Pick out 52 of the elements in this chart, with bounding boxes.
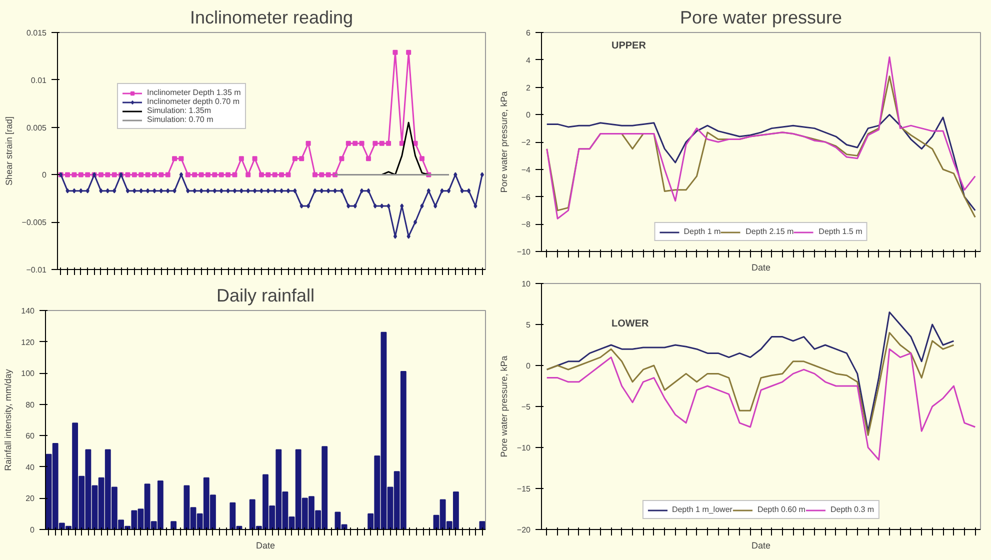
y-tick-label: −10 [516, 248, 532, 256]
y-tick-label: −6 [521, 192, 532, 202]
legend-label: Inclinometer Depth 1.35 m [147, 88, 241, 97]
legend-label: Depth 1.5 m [818, 227, 862, 236]
y-tick-label: 10 [522, 280, 532, 288]
y-tick-label: −0.01 [26, 266, 48, 274]
y-tick-label: 100 [21, 369, 36, 378]
y-tick-label: 6 [526, 28, 532, 38]
y-axis-title: Shear strain [rad] [4, 116, 14, 186]
annotation: LOWER [612, 318, 650, 330]
legend-label: Depth 1 m [684, 227, 721, 236]
y-tick-label: −10 [516, 444, 532, 452]
y-tick-label: −0.005 [22, 218, 48, 228]
y-tick-label: 140 [21, 306, 36, 316]
annotation: UPPER [612, 40, 647, 52]
chart-title: Pore water pressure [680, 8, 842, 28]
legend-label: Simulation: 1.35m [147, 106, 212, 115]
y-tick-label: 20 [26, 494, 36, 504]
y-tick-label: 0 [42, 170, 48, 180]
x-axis-title: Date [751, 540, 771, 550]
legend-label: Depth 1 m_lower [672, 505, 732, 514]
y-tick-label: 120 [21, 338, 36, 347]
legend-label: Simulation: 0.70 m [147, 115, 214, 124]
y-tick-label: −20 [516, 526, 532, 534]
y-axis-title: Pore water pressure, kPa [498, 356, 509, 458]
y-tick-label: 0 [30, 526, 36, 534]
y-tick-label: 5 [526, 320, 532, 330]
y-tick-label: 0.005 [26, 123, 48, 132]
y-tick-label: 2 [526, 83, 532, 92]
legend-label: Depth 0.3 m [830, 505, 874, 514]
legend-label: Depth 0.60 m [757, 505, 806, 514]
y-tick-label: 0.01 [30, 76, 48, 85]
y-tick-label: 0 [526, 110, 532, 120]
y-axis-title: Pore water pressure, kPa [498, 91, 509, 193]
y-tick-label: 0.015 [26, 28, 48, 38]
y-tick-label: −2 [521, 138, 532, 147]
y-axis-title: Rainfall intensity, mm/day [3, 368, 14, 471]
y-tick-label: 40 [26, 462, 36, 472]
y-tick-label: −4 [521, 165, 532, 174]
legend-label: Depth 2.15 m [746, 227, 794, 236]
chart-title: Daily rainfall [216, 286, 315, 306]
chart-title: Inclinometer reading [190, 8, 354, 28]
y-tick-label: −8 [521, 220, 532, 230]
y-tick-label: 0 [526, 362, 532, 370]
y-tick-label: −15 [516, 484, 532, 494]
y-tick-label: −5 [521, 402, 532, 412]
y-tick-label: 80 [26, 400, 36, 410]
x-axis-title: Date [751, 262, 771, 272]
x-axis-title: Date [256, 540, 276, 550]
legend-label: Inclinometer depth 0.70 m [147, 97, 240, 106]
y-tick-label: 4 [526, 56, 532, 65]
y-tick-label: 60 [26, 432, 36, 441]
